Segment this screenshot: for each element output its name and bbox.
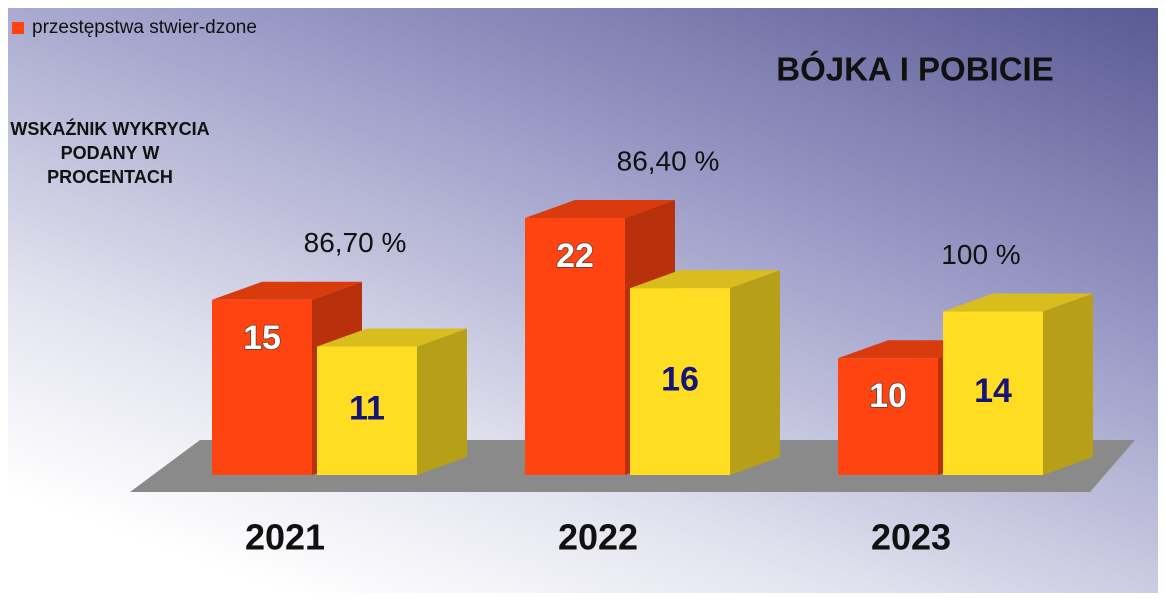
bar bbox=[943, 293, 1093, 475]
data-label: 22 bbox=[556, 237, 594, 275]
bar-side bbox=[1043, 293, 1093, 475]
bar-front bbox=[525, 218, 625, 476]
bar-top bbox=[212, 281, 362, 300]
bar bbox=[525, 200, 675, 476]
x-tick-label: 2023 bbox=[871, 517, 951, 558]
bar-front bbox=[838, 358, 938, 475]
annotation: 100 % bbox=[941, 239, 1020, 270]
legend-swatch bbox=[12, 22, 24, 34]
x-tick-label: 2022 bbox=[558, 517, 638, 558]
bar-top bbox=[317, 328, 467, 347]
x-tick-label: 2021 bbox=[245, 517, 325, 558]
annotation: 86,40 % bbox=[617, 145, 720, 176]
bar-front bbox=[943, 311, 1043, 475]
bar-side bbox=[730, 270, 780, 475]
data-label: 10 bbox=[869, 377, 907, 415]
data-label: 16 bbox=[661, 361, 699, 399]
bar bbox=[630, 270, 780, 475]
data-label: 14 bbox=[974, 372, 1012, 410]
bar-front bbox=[630, 288, 730, 475]
bar-top bbox=[525, 200, 675, 219]
bar-top bbox=[630, 270, 780, 289]
data-label: 11 bbox=[349, 390, 385, 428]
bar-front bbox=[212, 299, 312, 475]
data-label: 15 bbox=[243, 319, 281, 357]
legend: przestępstwa stwier-dzone bbox=[12, 16, 262, 40]
bar-top bbox=[943, 293, 1093, 312]
bar-front bbox=[317, 346, 417, 475]
bar bbox=[317, 328, 467, 475]
legend-label: przestępstwa stwier-dzone bbox=[32, 17, 257, 38]
annotation: 86,70 % bbox=[304, 227, 407, 258]
bar-side bbox=[417, 328, 467, 475]
chart-title: BÓJKA I POBICIE bbox=[776, 51, 1054, 88]
note: WSKAŹNIK WYKRYCIA PODANY W PROCENTACH bbox=[10, 119, 210, 187]
